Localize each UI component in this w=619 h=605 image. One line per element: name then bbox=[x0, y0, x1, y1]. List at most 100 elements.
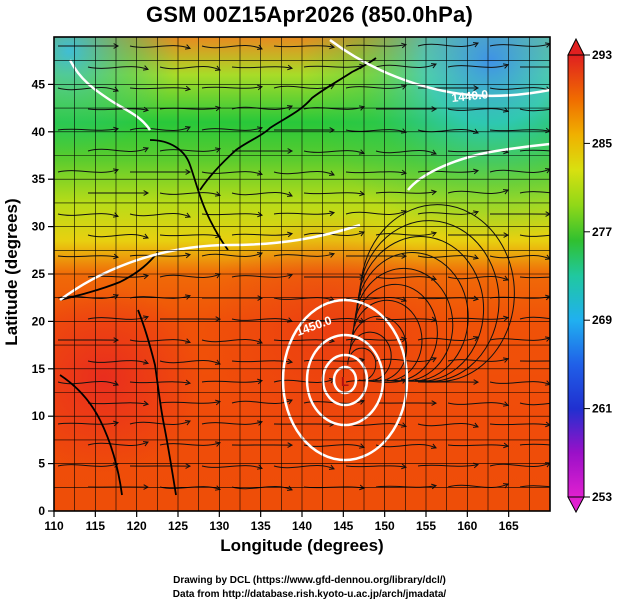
streamline-arrow bbox=[545, 211, 550, 217]
streamline bbox=[519, 402, 550, 406]
streamline bbox=[519, 485, 550, 488]
streamline bbox=[519, 316, 550, 320]
streamline bbox=[303, 150, 365, 154]
streamline-arrow bbox=[544, 462, 550, 468]
streamline-arrow bbox=[401, 463, 408, 470]
streamline-arrow bbox=[430, 357, 437, 363]
streamline bbox=[519, 108, 550, 112]
streamline bbox=[201, 45, 263, 50]
streamline bbox=[129, 254, 191, 257]
y-tick-label: 30 bbox=[32, 220, 46, 234]
streamline bbox=[375, 318, 437, 321]
streamline-arrow bbox=[184, 420, 191, 426]
streamline bbox=[273, 465, 335, 470]
cyclone-streamline bbox=[359, 204, 515, 383]
china-coast bbox=[59, 251, 159, 301]
colorbar: 253 261 269 277 285 293 bbox=[567, 37, 612, 514]
streamline-arrow bbox=[431, 400, 438, 406]
streamline-arrow bbox=[185, 252, 192, 259]
streamline-arrow bbox=[215, 316, 222, 322]
streamline-arrow bbox=[215, 399, 222, 406]
streamline bbox=[417, 336, 479, 341]
streamline bbox=[231, 233, 293, 236]
y-tick-label: 10 bbox=[32, 409, 46, 423]
streamline-arrow bbox=[113, 43, 120, 49]
streamline-arrow bbox=[214, 191, 221, 197]
x-tick-label: 115 bbox=[86, 519, 106, 533]
streamline-arrow bbox=[287, 358, 294, 365]
streamline-arrow bbox=[257, 211, 264, 218]
contour-1450-cyclone bbox=[281, 298, 409, 462]
streamline-arrow bbox=[286, 399, 293, 405]
streamline bbox=[159, 273, 221, 278]
streamline-arrow bbox=[329, 43, 336, 50]
streamline-arrow bbox=[430, 275, 437, 281]
streamline-arrow bbox=[430, 63, 437, 69]
streamline-arrow bbox=[502, 189, 509, 195]
streamline bbox=[489, 87, 550, 91]
streamline bbox=[87, 66, 149, 70]
streamline-arrow bbox=[215, 105, 222, 112]
streamline bbox=[417, 423, 479, 428]
streamline-arrow bbox=[544, 168, 550, 174]
streamline-arrow bbox=[113, 126, 120, 133]
streamline-arrow bbox=[431, 106, 438, 112]
streamline-arrow bbox=[473, 85, 480, 91]
streamline-arrow bbox=[256, 170, 263, 176]
streamline bbox=[129, 381, 191, 384]
y-axis-ticks: 0 5 10 15 20 25 30 35 40 45 bbox=[32, 77, 54, 518]
x-axis-ticks: 110 115 120 125 130 135 140 145 150 155 160 165 bbox=[44, 511, 519, 533]
streamline-arrow bbox=[544, 42, 550, 48]
cyclone-streamline bbox=[347, 347, 377, 381]
contour-cyclone-core bbox=[321, 353, 369, 407]
streamline bbox=[447, 276, 509, 281]
streamline bbox=[489, 168, 550, 173]
streamline-arrow bbox=[142, 315, 149, 321]
streamline bbox=[273, 297, 335, 301]
streamline bbox=[57, 463, 119, 467]
streamline bbox=[87, 234, 149, 239]
colorbar-top-arrow bbox=[567, 37, 585, 56]
streamline bbox=[201, 127, 263, 131]
streamline bbox=[87, 402, 149, 405]
y-tick-label: 40 bbox=[32, 125, 46, 139]
streamline bbox=[87, 360, 149, 364]
cyclone-streamline bbox=[348, 331, 392, 381]
streamline-arrow bbox=[214, 359, 221, 365]
streamline-arrow bbox=[214, 441, 221, 447]
streamline-arrow bbox=[473, 168, 480, 175]
x-tick-label: 165 bbox=[499, 519, 519, 533]
streamline bbox=[201, 465, 263, 469]
streamline bbox=[417, 297, 479, 300]
streamline bbox=[201, 380, 263, 383]
streamline bbox=[519, 276, 550, 279]
streamline bbox=[87, 275, 149, 278]
streamline bbox=[201, 339, 263, 344]
streamline bbox=[375, 150, 437, 155]
colorbar-tick-label: 253 bbox=[592, 490, 612, 504]
streamline bbox=[201, 86, 263, 89]
philippines-coast bbox=[137, 309, 177, 496]
streamline bbox=[345, 44, 407, 47]
x-tick-label: 125 bbox=[168, 519, 188, 533]
streamline-arrow bbox=[257, 84, 264, 91]
streamline-arrow bbox=[256, 464, 263, 470]
streamline bbox=[87, 108, 149, 111]
streamline-arrow bbox=[431, 189, 438, 196]
grid-lines bbox=[53, 36, 551, 512]
streamline-arrow bbox=[185, 169, 192, 175]
streamline bbox=[417, 255, 479, 259]
streamline bbox=[231, 66, 293, 69]
streamline-arrow bbox=[502, 401, 509, 407]
streamline-arrow bbox=[502, 275, 509, 281]
streamline-arrow bbox=[401, 253, 408, 259]
borneo-coast bbox=[59, 374, 123, 496]
streamline bbox=[303, 231, 365, 236]
contour-cyclone-eye bbox=[332, 365, 358, 395]
streamline bbox=[273, 45, 335, 48]
streamline bbox=[447, 402, 509, 406]
streamline bbox=[375, 191, 437, 194]
streamline-arrow bbox=[473, 295, 480, 302]
streamline-arrow bbox=[142, 359, 149, 365]
streamline bbox=[345, 297, 407, 302]
